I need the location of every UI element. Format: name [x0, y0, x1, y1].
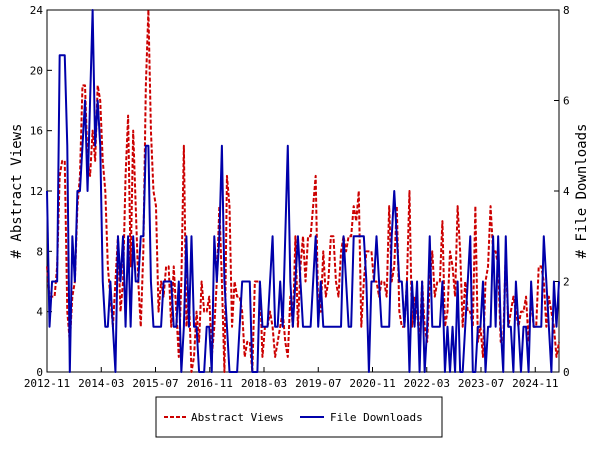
right-y-axis-title: # File Downloads: [574, 124, 590, 259]
left-tick-label: 4: [36, 306, 43, 319]
right-tick-label: 4: [563, 185, 570, 198]
left-tick-label: 20: [30, 64, 43, 77]
left-y-axis-title: # Abstract Views: [9, 124, 25, 259]
legend: Abstract Views File Downloads: [155, 396, 443, 438]
left-tick-label: 8: [36, 245, 43, 258]
series-line-file-downloads: [46, 9, 560, 373]
left-tick-label: 24: [30, 4, 44, 17]
right-tick-label: 2: [563, 276, 570, 289]
x-axis: 2012-11 2014-03 2015-07 2016-11 2018-03 2019-…: [24, 367, 558, 390]
x-tick-label: 2023-07: [458, 377, 504, 390]
legend-box: [155, 396, 443, 438]
x-tick-label: 2016-11: [187, 377, 233, 390]
x-tick-label: 2024-11: [512, 377, 558, 390]
x-tick-label: 2014-03: [78, 377, 124, 390]
right-tick-label: 6: [563, 95, 570, 108]
x-tick-label: 2018-03: [241, 377, 287, 390]
x-tick-label: 2012-11: [24, 377, 70, 390]
legend-label-file-downloads: File Downloads: [330, 411, 423, 424]
x-tick-label: 2015-07: [132, 377, 178, 390]
right-tick-label: 8: [563, 4, 570, 17]
series-line-abstract-views: [46, 9, 560, 373]
series-layer: [46, 9, 560, 373]
left-tick-label: 16: [30, 125, 43, 138]
x-tick-label: 2022-03: [404, 377, 450, 390]
left-y-axis: 0 4 8 12 16 20 24: [30, 4, 52, 379]
x-tick-label: 2019-07: [295, 377, 341, 390]
left-tick-label: 12: [30, 185, 43, 198]
right-tick-label: 0: [563, 366, 570, 379]
left-tick-label: 0: [36, 366, 43, 379]
x-tick-label: 2020-11: [349, 377, 395, 390]
legend-label-abstract-views: Abstract Views: [191, 411, 284, 424]
right-y-axis: 0 2 4 6 8: [554, 4, 570, 379]
